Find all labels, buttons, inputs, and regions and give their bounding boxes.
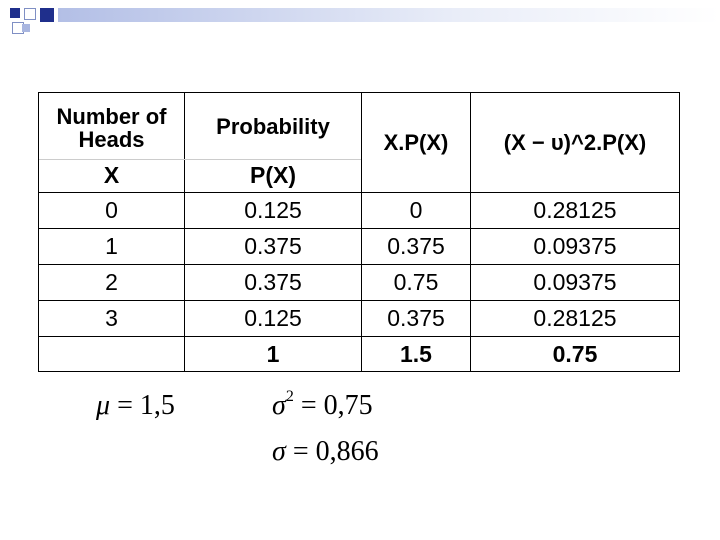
- total-mean: 1.5: [400, 340, 432, 367]
- column-divider: [361, 93, 362, 371]
- cell-p: 0.375: [244, 269, 302, 295]
- column-divider: [470, 93, 471, 371]
- cell-v: 0.28125: [533, 305, 617, 331]
- exponent-2: 2: [285, 388, 294, 405]
- sigma-symbol: σ: [272, 390, 286, 421]
- sigma-symbol: σ: [272, 436, 286, 467]
- std-dev-formula: σ = 0,866: [272, 436, 379, 468]
- cell-v: 0.28125: [533, 197, 617, 223]
- cell-x: 0: [105, 197, 118, 223]
- header-xpx: X.P(X): [383, 130, 449, 155]
- cell-v: 0.09375: [533, 233, 617, 259]
- variance-value: = 0,75: [300, 390, 373, 421]
- corner-square-light: [22, 24, 30, 32]
- corner-square-dark: [10, 8, 20, 18]
- mu-symbol: μ: [96, 390, 111, 421]
- row-divider: [39, 228, 679, 229]
- probability-table: Number of Heads Probability X P(X) X.P(X…: [38, 92, 680, 372]
- mean-formula: μ = 1,5: [96, 390, 175, 422]
- header-number-of-heads-text: Number of Heads: [56, 103, 167, 152]
- std-dev-value: = 0,866: [292, 436, 379, 467]
- cell-xp: 0.75: [393, 269, 439, 295]
- cell-v: 0.09375: [533, 269, 617, 295]
- header-px: P(X): [250, 162, 296, 188]
- variance-formula: σ2 = 0,75: [272, 388, 373, 422]
- header-subdivider: [39, 159, 361, 160]
- cell-p: 0.375: [244, 233, 302, 259]
- cell-x: 1: [105, 233, 118, 259]
- cell-xp: 0.375: [387, 305, 445, 331]
- cell-xp: 0: [409, 197, 423, 223]
- cell-x: 2: [105, 269, 118, 295]
- header-x: X: [103, 162, 120, 188]
- cell-x: 3: [105, 305, 118, 331]
- total-probability: 1: [266, 340, 280, 367]
- cell-p: 0.125: [244, 305, 302, 331]
- total-variance: 0.75: [552, 340, 598, 367]
- corner-square-outline: [24, 8, 36, 20]
- row-divider: [39, 264, 679, 265]
- column-divider: [184, 93, 185, 371]
- row-divider: [39, 300, 679, 301]
- corner-square-dark: [40, 8, 54, 22]
- header-gradient-bar: [58, 8, 720, 22]
- row-divider: [39, 192, 679, 193]
- header-variance-term: (X − υ)^2.P(X): [503, 130, 647, 155]
- cell-xp: 0.375: [387, 233, 445, 259]
- cell-p: 0.125: [244, 197, 302, 223]
- header-probability: Probability: [216, 114, 330, 139]
- header-number-of-heads: Number of Heads: [39, 93, 184, 163]
- mu-value: = 1,5: [117, 390, 175, 421]
- row-divider: [39, 336, 679, 337]
